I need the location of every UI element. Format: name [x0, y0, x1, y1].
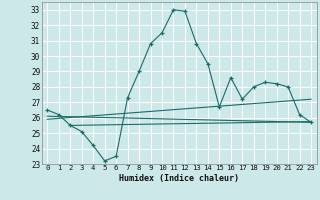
- X-axis label: Humidex (Indice chaleur): Humidex (Indice chaleur): [119, 174, 239, 183]
